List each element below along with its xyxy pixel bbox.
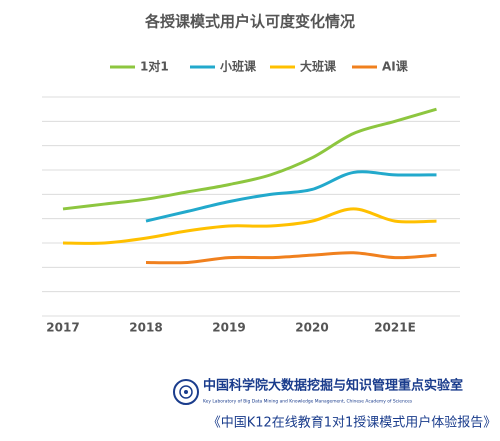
x-tick-label: 2021E [374,321,416,335]
series-line [62,207,437,245]
x-tick-label: 2020 [295,321,328,335]
x-tick-label: 2017 [46,321,79,335]
x-tick-label: 2018 [129,321,162,335]
legend-label: AI课 [382,59,409,74]
legend-label: 大班课 [300,59,337,74]
series-line [145,170,437,223]
series-line [62,107,437,211]
legend-label: 小班课 [220,59,257,74]
legend-label: 1对1 [140,59,169,74]
lab-name-en: Key Laboratory of Big Data Mining and Kn… [203,399,413,405]
series-line [145,251,437,265]
chart-title: 各授课模式用户认可度变化情况 [144,13,355,31]
lab-name: 中国科学院大数据挖掘与知识管理重点实验室 [203,378,463,394]
x-tick-label: 2019 [212,321,245,335]
footer-logo [173,379,199,405]
report-title: 《中国K12在线教育1对1授课模式用户体验报告》 [208,415,497,431]
